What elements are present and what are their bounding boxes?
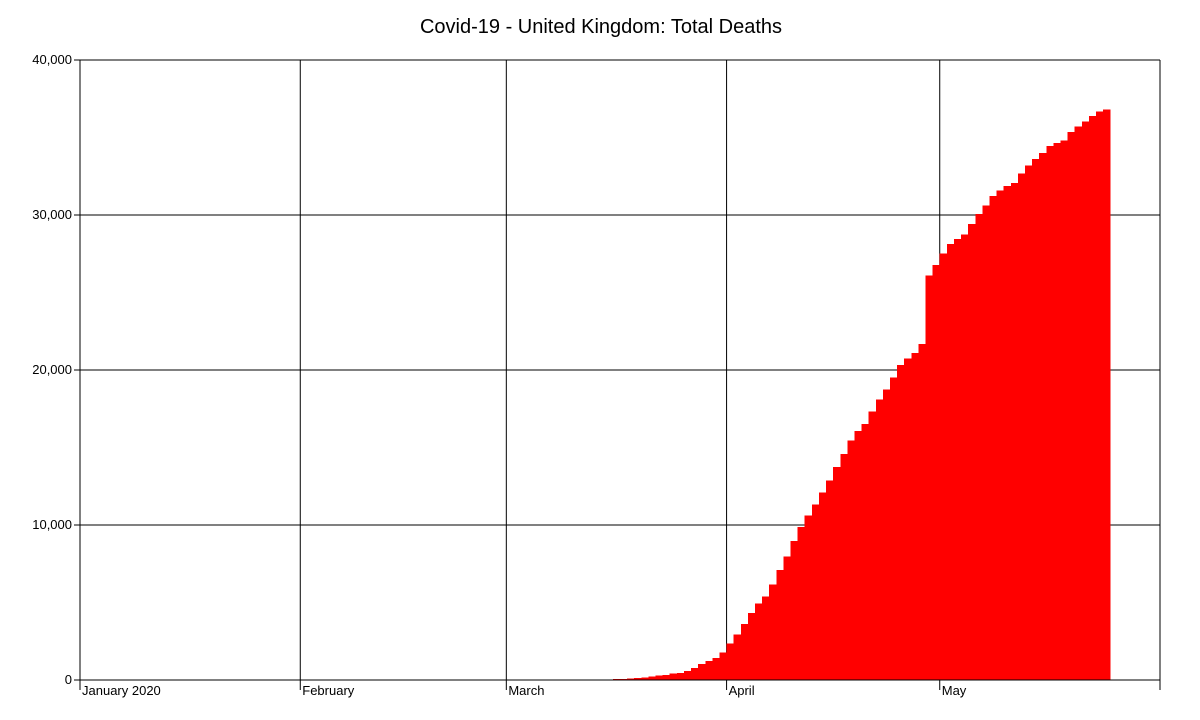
bar [968, 223, 976, 680]
axes [74, 59, 1161, 690]
bar [875, 399, 884, 680]
bar [726, 643, 734, 680]
bar [890, 377, 898, 680]
bar [662, 674, 671, 680]
bar [740, 624, 749, 680]
y-tick-label: 10,000 [32, 517, 72, 532]
bar [733, 634, 742, 680]
bar [797, 526, 806, 680]
bar [804, 515, 813, 680]
bar [627, 678, 635, 680]
bar [1046, 145, 1054, 681]
bar [818, 492, 827, 680]
bar [840, 454, 848, 680]
bar [897, 365, 905, 680]
bar [790, 541, 798, 680]
bar [648, 676, 656, 680]
bar [641, 677, 649, 680]
bar [1088, 115, 1097, 680]
bar [1081, 121, 1090, 680]
bar [996, 190, 1004, 681]
x-tick-label: March [508, 683, 544, 698]
y-tick-label: 40,000 [32, 52, 72, 67]
bar [1017, 173, 1026, 681]
x-tick-label: April [729, 683, 755, 698]
bar [705, 660, 713, 680]
bar [683, 671, 692, 680]
bar [769, 584, 777, 680]
bar [847, 440, 855, 680]
bar [719, 652, 727, 680]
bar [1053, 143, 1061, 681]
bar [826, 480, 834, 680]
bar [833, 467, 841, 680]
bar [953, 239, 962, 680]
x-tick-label: May [942, 683, 967, 698]
bar [861, 424, 869, 680]
bar [868, 411, 877, 680]
bar [946, 243, 955, 681]
bar [776, 569, 784, 680]
bar [634, 677, 642, 680]
bar [1003, 186, 1012, 680]
bar [712, 658, 720, 680]
bar [755, 603, 763, 680]
bar [811, 504, 820, 680]
x-tick-label: February [302, 683, 355, 698]
bar [1010, 182, 1019, 680]
bar [932, 265, 941, 680]
y-tick-label: 20,000 [32, 362, 72, 377]
bar [911, 353, 919, 680]
bar [918, 343, 926, 680]
bar [975, 213, 983, 680]
bar [747, 613, 756, 680]
bars [534, 109, 1111, 681]
bar [904, 358, 912, 680]
bar [669, 673, 678, 680]
bar [676, 672, 685, 680]
x-tick-label: January 2020 [82, 683, 161, 698]
bar [620, 678, 628, 680]
bar [1032, 158, 1040, 680]
bar [698, 664, 706, 680]
bar [961, 234, 969, 681]
bar [691, 668, 699, 680]
bar [1067, 132, 1076, 681]
bar [1103, 109, 1111, 680]
bar [989, 195, 997, 680]
bar [1074, 126, 1083, 680]
bar [982, 205, 990, 680]
y-tick-label: 0 [65, 672, 72, 687]
chart-title: Covid-19 - United Kingdom: Total Deaths [420, 16, 782, 38]
bar [939, 253, 948, 680]
x-tick-labels: January 2020 February March April May [82, 683, 967, 698]
bar [1039, 153, 1047, 680]
bar [882, 389, 891, 680]
bar [783, 556, 791, 680]
bar [1096, 111, 1104, 681]
bar [1025, 165, 1033, 680]
bar [655, 675, 663, 680]
y-tick-label: 30,000 [32, 207, 72, 222]
y-tick-labels: 0 10,000 20,000 30,000 40,000 [32, 52, 72, 687]
bar [1060, 140, 1068, 681]
bar [854, 431, 862, 680]
bar [762, 596, 770, 680]
bar [925, 275, 933, 680]
